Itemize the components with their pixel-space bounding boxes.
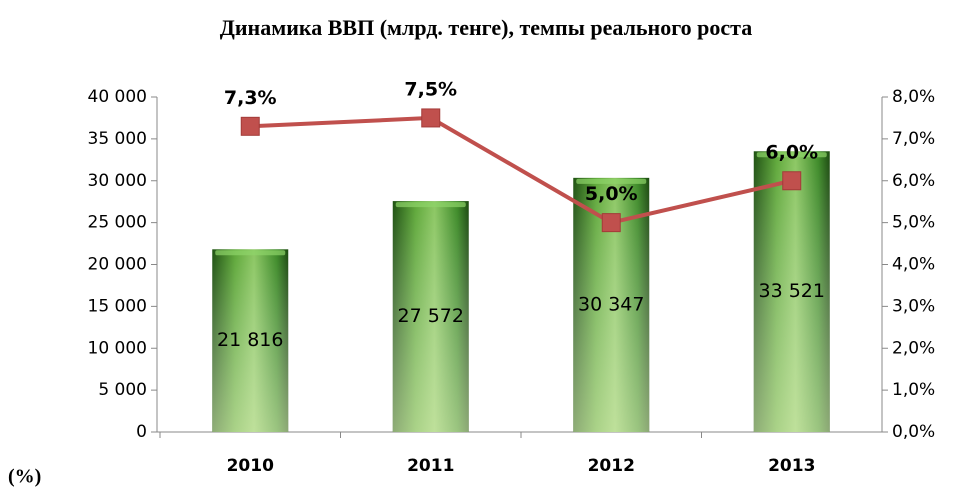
y2-tick-label: 2,0% (892, 338, 935, 358)
bar-cap (756, 152, 827, 158)
y2-tick-label: 1,0% (892, 380, 935, 400)
point-value-label: 7,5% (404, 78, 457, 100)
bar-cap (215, 250, 286, 256)
y2-tick-label: 4,0% (892, 255, 935, 275)
marker (782, 171, 802, 191)
marker (240, 116, 260, 136)
y2-tick-label: 6,0% (892, 171, 935, 191)
y-tick-label: 30 000 (88, 171, 147, 191)
marker (601, 213, 621, 233)
bar-value-label: 33 521 (759, 280, 825, 302)
y2-tick-label: 8,0% (892, 87, 935, 107)
x-tick-label: 2012 (588, 456, 635, 476)
y2-tick-label: 3,0% (892, 296, 935, 316)
line (250, 115, 793, 225)
chart-title: Динамика ВВП (млрд. тенге), темпы реальн… (220, 15, 753, 40)
y2-tick-label: 7,0% (892, 129, 935, 149)
bar-shade (212, 249, 289, 432)
x-tick-label: 2013 (768, 456, 815, 476)
y2-tick-label: 5,0% (892, 213, 935, 233)
y2-tick-label: 0,0% (892, 422, 935, 442)
bar-cap (576, 178, 647, 184)
bar-value-label: 30 347 (578, 293, 644, 315)
bar-shade (753, 151, 830, 432)
y-tick-label: 25 000 (88, 213, 147, 233)
bar-cap (395, 202, 466, 208)
bar-value-label: 27 572 (398, 305, 464, 327)
y-tick-label: 10 000 (88, 338, 147, 358)
x-tick-label: 2010 (227, 456, 274, 476)
y-tick-label: 0 (136, 422, 147, 442)
point-value-label: 6,0% (765, 141, 818, 163)
bar-shade (392, 201, 469, 432)
annotation: (%) (8, 466, 41, 488)
y-tick-label: 20 000 (88, 255, 147, 275)
x-tick-label: 2011 (407, 456, 454, 476)
y-tick-label: 35 000 (88, 129, 147, 149)
bar-value-label: 21 816 (217, 329, 283, 351)
point-value-label: 5,0% (585, 183, 638, 205)
y-tick-label: 5 000 (98, 380, 147, 400)
y-tick-label: 15 000 (88, 296, 147, 316)
point-value-label: 7,3% (224, 87, 277, 109)
marker (421, 108, 441, 128)
y-tick-label: 40 000 (88, 87, 147, 107)
